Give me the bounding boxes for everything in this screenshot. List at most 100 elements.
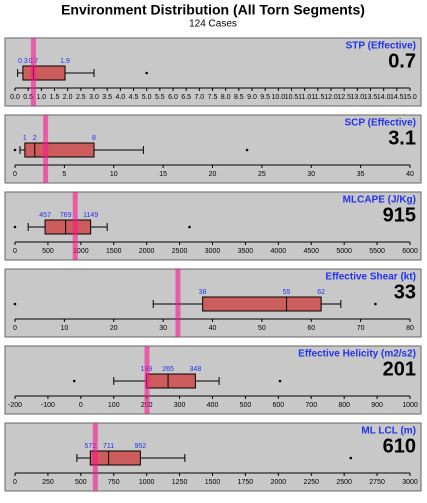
x-tick-label: 1000 (73, 248, 89, 255)
x-tick-label: 13.0 (351, 94, 365, 101)
box-label: 952 (135, 443, 147, 450)
x-tick-label: 1000 (402, 402, 418, 409)
page-subtitle: 124 Cases (189, 19, 237, 30)
x-tick-label: 1.0 (36, 94, 46, 101)
box-label: 38 (199, 289, 207, 296)
outlier (374, 302, 377, 306)
x-tick-label: 14.5 (390, 94, 404, 101)
x-tick-label: 4000 (271, 248, 287, 255)
x-tick-label: 9.5 (260, 94, 270, 101)
outlier (349, 456, 353, 460)
page-title: Environment Distribution (All Torn Segme… (61, 2, 365, 18)
x-tick-label: 5500 (369, 248, 385, 255)
current-value: 610 (383, 435, 416, 457)
x-tick-label: 40 (406, 171, 414, 178)
x-tick-label: 30 (159, 325, 167, 332)
box-label: 55 (283, 289, 291, 296)
x-tick-label: 11.5 (311, 94, 324, 101)
x-tick-label: 1000 (139, 479, 155, 486)
x-tick-label: 400 (207, 402, 219, 409)
x-tick-label: 10.5 (285, 94, 299, 101)
x-tick-label: 6.5 (181, 94, 191, 101)
x-tick-label: 2500 (172, 248, 188, 255)
x-tick-label: 1.5 (50, 94, 60, 101)
x-tick-label: 5.0 (142, 94, 152, 101)
x-tick-label: 500 (240, 402, 252, 409)
panel-title: ML LCL (m) (361, 426, 416, 437)
x-tick-label: 300 (174, 402, 186, 409)
x-tick-label: 14.0 (377, 94, 391, 101)
box-label: 348 (190, 366, 202, 373)
outlier (72, 379, 76, 383)
x-tick-label: 9.0 (247, 94, 257, 101)
x-tick-label: 750 (108, 479, 120, 486)
x-tick-label: 60 (307, 325, 315, 332)
outlier (13, 148, 17, 152)
x-tick-label: 0 (13, 171, 17, 178)
current-value: 915 (383, 204, 416, 226)
panel-title: SCP (Effective) (344, 118, 416, 129)
x-tick-label: 4.0 (115, 94, 125, 101)
panel (4, 37, 422, 107)
x-tick-label: 30 (307, 171, 315, 178)
x-tick-label: 12.5 (337, 94, 351, 101)
x-tick-label: 0.5 (23, 94, 33, 101)
panel (4, 422, 422, 492)
box-label: 769 (60, 212, 72, 219)
x-tick-label: 500 (75, 479, 87, 486)
current-value: 201 (383, 358, 416, 380)
x-tick-label: 1500 (106, 248, 122, 255)
current-value: 0.7 (388, 50, 416, 72)
box-label: 457 (39, 212, 51, 219)
x-tick-label: 800 (338, 402, 350, 409)
x-tick-label: 2250 (303, 479, 319, 486)
x-tick-label: 20 (209, 171, 217, 178)
x-tick-label: 2.0 (63, 94, 73, 101)
outlier (13, 225, 17, 229)
outlier (13, 302, 17, 306)
x-tick-label: 15 (159, 171, 167, 178)
x-tick-label: 5.5 (155, 94, 165, 101)
current-value: 33 (394, 281, 416, 303)
box (22, 65, 66, 81)
x-tick-label: 1750 (238, 479, 254, 486)
x-tick-label: 2.5 (76, 94, 86, 101)
box (24, 142, 95, 158)
x-tick-label: 5 (62, 171, 66, 178)
panel-title: Effective Shear (kt) (325, 272, 416, 283)
box-label: 572 (84, 443, 96, 450)
box-label: 8 (92, 135, 96, 142)
x-tick-label: -100 (41, 402, 55, 409)
x-tick-label: 1250 (172, 479, 188, 486)
x-tick-label: 0 (13, 325, 17, 332)
x-tick-label: 4500 (303, 248, 319, 255)
x-tick-label: 50 (258, 325, 266, 332)
x-tick-label: 7.0 (194, 94, 204, 101)
x-tick-label: 3.5 (102, 94, 112, 101)
x-tick-label: 12.0 (324, 94, 338, 101)
x-tick-label: 500 (42, 248, 54, 255)
x-tick-label: 70 (357, 325, 365, 332)
x-tick-label: 0 (13, 248, 17, 255)
x-tick-label: 3000 (205, 248, 221, 255)
outlier (145, 71, 148, 75)
outlier (245, 148, 249, 152)
x-tick-label: 250 (42, 479, 54, 486)
x-tick-label: 7.5 (208, 94, 218, 101)
box (202, 296, 322, 312)
outlier (188, 225, 191, 229)
x-tick-label: 10 (110, 171, 118, 178)
x-tick-label: 11.0 (298, 94, 311, 101)
x-tick-label: 600 (272, 402, 284, 409)
x-tick-label: 0.0 (10, 94, 20, 101)
x-tick-label: 0 (79, 402, 83, 409)
box (44, 219, 92, 235)
x-tick-label: 1500 (205, 479, 221, 486)
panel-title: MLCAPE (J/Kg) (343, 195, 416, 206)
x-tick-label: 80 (406, 325, 414, 332)
box (145, 373, 196, 389)
box-label: 1 (23, 135, 27, 142)
box-label: 1.9 (60, 58, 70, 65)
x-tick-label: 100 (108, 402, 120, 409)
